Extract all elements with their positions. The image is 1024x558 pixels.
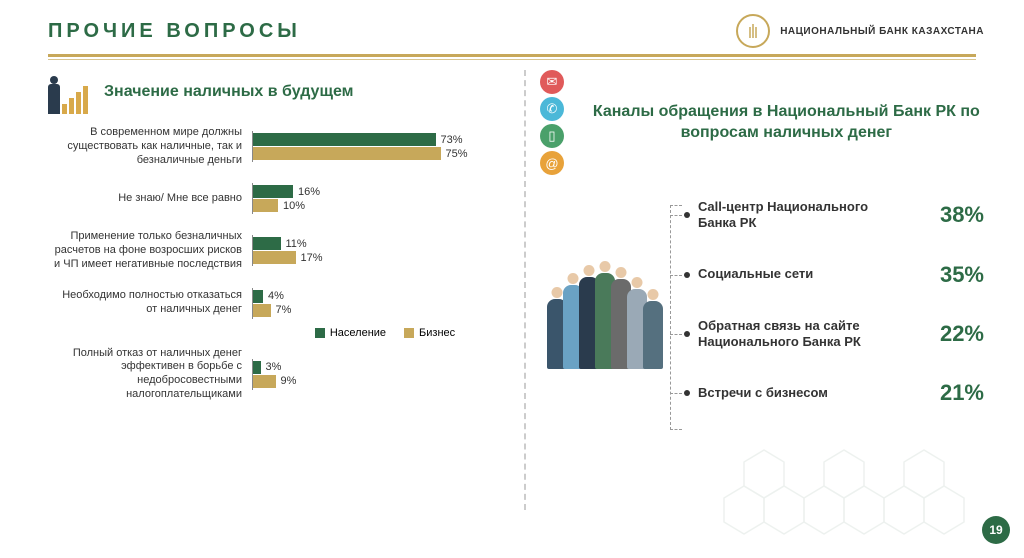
chart-bar-value: 17% [301,252,323,264]
chart-row-label: В современном мире должны существовать к… [52,126,252,167]
channel-item: Call-центр Национального Банка РК 38% [684,199,984,232]
chart-bar: 11% [253,237,518,250]
chart-bar: 10% [253,199,518,212]
chart-row: Не знаю/ Мне все равно 16% 10% [52,183,518,214]
page-title: ПРОЧИЕ ВОПРОСЫ [48,20,301,43]
chart-bar-value: 10% [283,200,305,212]
bank-name: НАЦИОНАЛЬНЫЙ БАНК КАЗАХСТАНА [780,26,984,37]
chart-row-label: Не знаю/ Мне все равно [52,192,252,206]
chart-row: В современном мире должны существовать к… [52,126,518,167]
channel-item: Обратная связь на сайте Национального Ба… [684,318,984,351]
chart-row-label: Применение только безналичных расчетов н… [52,230,252,271]
chart-bar: 16% [253,185,518,198]
channel-label: Обратная связь на сайте Национального Ба… [698,318,898,351]
left-section-title: Значение наличных в будущем [104,83,353,101]
chart-bar: 9% [253,375,518,388]
future-cash-chart: В современном мире должны существовать к… [48,126,518,402]
bank-logo-icon [736,14,770,48]
mail-icon: ✉ [540,70,564,94]
page-number: 19 [982,516,1010,544]
chart-bar-value: 4% [268,290,284,302]
chart-bar-value: 9% [281,375,297,387]
bank-brand: НАЦИОНАЛЬНЫЙ БАНК КАЗАХСТАНА [736,14,984,48]
chart-bar: 7% [253,304,518,317]
chart-bar: 75% [253,147,518,160]
legend-label: Население [330,327,386,339]
channel-item: Встречи с бизнесом 21% [684,380,984,406]
bullet-icon [684,272,690,278]
at-icon: @ [540,151,564,175]
channel-value: 35% [940,262,984,288]
channels-list: Call-центр Национального Банка РК 38% Соци… [684,199,984,436]
chart-bar-value: 3% [266,361,282,373]
chart-row: Необходимо полностью отказаться от налич… [52,288,518,319]
header-rule [48,54,976,57]
legend-item: Бизнес [404,327,455,339]
mobile-icon: ▯ [540,124,564,148]
contact-icons-group: ✉ ✆ ▯ @ [540,70,577,175]
channel-label: Call-центр Национального Банка РК [698,199,898,232]
bullet-icon [684,390,690,396]
chart-row-label: Полный отказ от наличных денег эффективе… [52,347,252,402]
legend-item: Население [315,327,386,339]
chart-row: Применение только безналичных расчетов н… [52,230,518,271]
chart-bar: 73% [253,133,518,146]
channel-item: Социальные сети 35% [684,262,984,288]
bullet-icon [684,331,690,337]
channel-value: 38% [940,202,984,228]
bracket-line [670,205,682,430]
right-section-title: Каналы обращения в Национальный Банк РК … [589,102,984,144]
chart-bar: 3% [253,361,518,374]
chart-bar-value: 11% [286,238,307,250]
chart-bar: 4% [253,290,518,303]
phone-icon: ✆ [540,97,564,121]
vertical-divider [524,70,526,510]
chart-row-label: Необходимо полностью отказаться от налич… [52,289,252,317]
legend-label: Бизнес [419,327,455,339]
chart-bar-value: 7% [276,304,292,316]
growth-chart-icon [48,70,92,114]
channel-value: 22% [940,321,984,347]
chart-bar: 17% [253,251,518,264]
channel-label: Встречи с бизнесом [698,385,828,401]
chart-row: Полный отказ от наличных денег эффективе… [52,347,518,402]
bullet-icon [684,212,690,218]
people-group-icon [540,219,670,369]
chart-bar-value: 16% [298,186,320,198]
chart-legend: Население Бизнес [252,327,518,339]
channel-label: Социальные сети [698,266,813,282]
chart-bar-value: 75% [446,148,468,160]
chart-bar-value: 73% [441,134,463,146]
channel-value: 21% [940,380,984,406]
